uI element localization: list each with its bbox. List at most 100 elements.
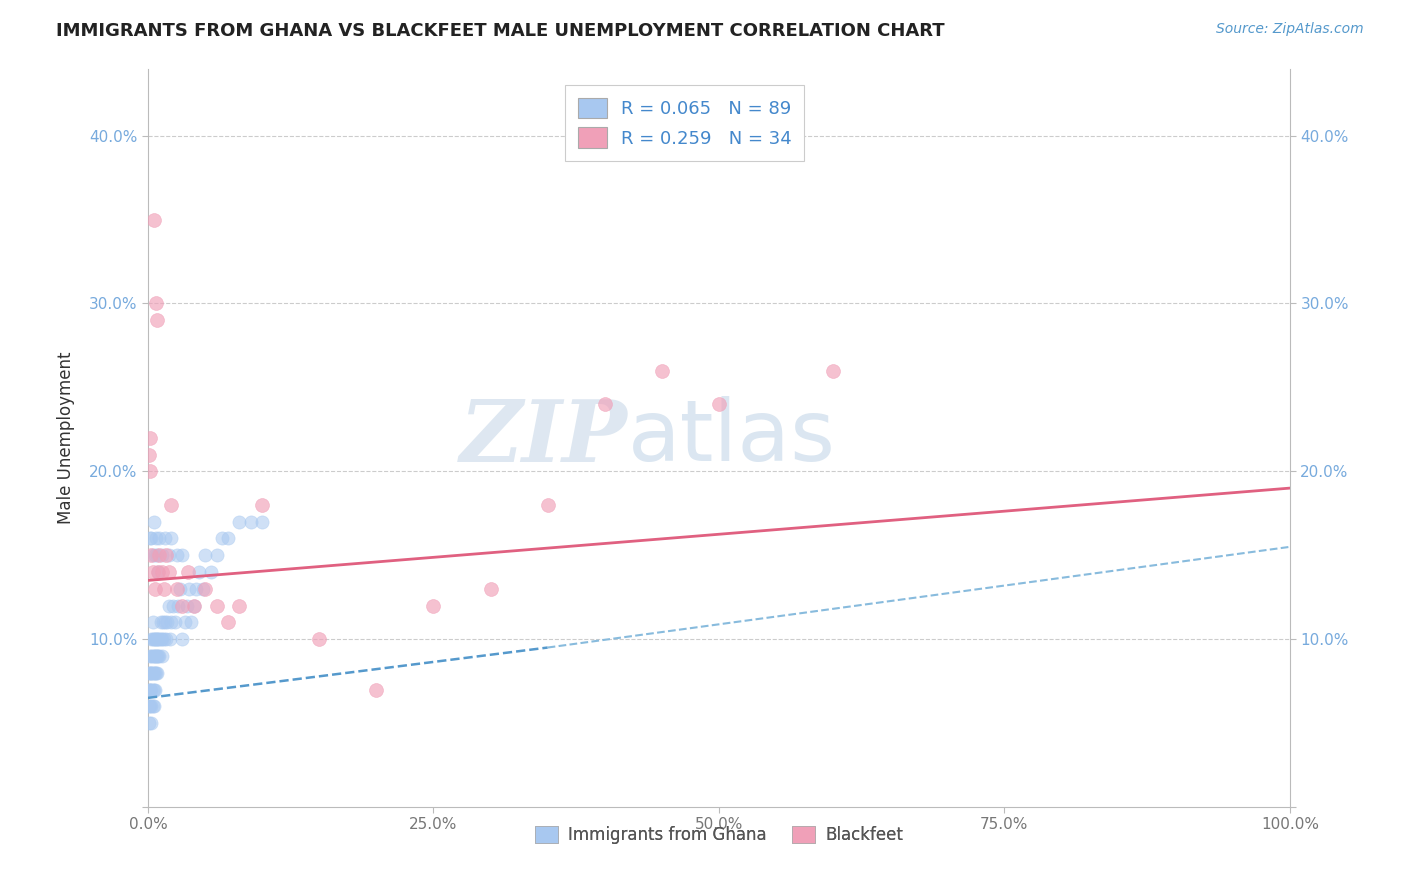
Point — [183, 599, 205, 613]
Point — [183, 599, 205, 613]
Point — [177, 565, 200, 579]
Point — [184, 582, 207, 596]
Point — [166, 599, 188, 613]
Point — [141, 648, 163, 663]
Point — [146, 632, 169, 647]
Point — [146, 313, 169, 327]
Point — [149, 632, 172, 647]
Point — [191, 582, 214, 596]
Legend: Immigrants from Ghana, Blackfeet: Immigrants from Ghana, Blackfeet — [529, 819, 910, 850]
Point — [142, 699, 165, 714]
Point — [211, 532, 233, 546]
Point — [142, 648, 165, 663]
Point — [823, 363, 845, 377]
Point — [139, 682, 162, 697]
Point — [142, 632, 165, 647]
Point — [165, 615, 187, 630]
Point — [146, 648, 169, 663]
Point — [138, 682, 160, 697]
Point — [153, 582, 176, 596]
Point — [250, 515, 273, 529]
Point — [142, 699, 165, 714]
Point — [142, 648, 165, 663]
Point — [138, 716, 160, 731]
Point — [148, 565, 170, 579]
Point — [162, 599, 184, 613]
Point — [139, 648, 162, 663]
Point — [138, 665, 160, 680]
Point — [143, 582, 166, 596]
Point — [142, 515, 165, 529]
Point — [148, 565, 170, 579]
Point — [153, 532, 176, 546]
Point — [143, 632, 166, 647]
Point — [138, 448, 160, 462]
Point — [139, 682, 162, 697]
Point — [651, 363, 673, 377]
Point — [143, 548, 166, 562]
Point — [146, 548, 169, 562]
Point — [148, 632, 170, 647]
Point — [194, 582, 217, 596]
Point — [148, 548, 170, 562]
Point — [143, 682, 166, 697]
Point — [142, 632, 165, 647]
Point — [169, 582, 191, 596]
Point — [139, 699, 162, 714]
Point — [194, 548, 217, 562]
Point — [157, 565, 180, 579]
Point — [145, 648, 167, 663]
Point — [172, 632, 194, 647]
Point — [155, 548, 177, 562]
Point — [308, 632, 330, 647]
Point — [157, 599, 180, 613]
Point — [593, 397, 616, 411]
Text: ZIP: ZIP — [460, 396, 627, 480]
Point — [141, 632, 163, 647]
Point — [150, 648, 173, 663]
Point — [142, 615, 165, 630]
Point — [155, 632, 177, 647]
Point — [153, 632, 176, 647]
Point — [150, 548, 173, 562]
Point — [180, 615, 202, 630]
Point — [149, 615, 172, 630]
Point — [228, 515, 250, 529]
Point — [159, 632, 181, 647]
Point — [166, 548, 188, 562]
Point — [148, 648, 170, 663]
Point — [139, 665, 162, 680]
Point — [177, 582, 200, 596]
Point — [159, 615, 181, 630]
Point — [188, 565, 211, 579]
Point — [142, 682, 165, 697]
Y-axis label: Male Unemployment: Male Unemployment — [58, 351, 75, 524]
Point — [139, 464, 162, 478]
Point — [141, 682, 163, 697]
Point — [141, 665, 163, 680]
Point — [148, 532, 170, 546]
Point — [200, 565, 222, 579]
Point — [152, 615, 174, 630]
Text: atlas: atlas — [627, 396, 835, 479]
Point — [422, 599, 444, 613]
Point — [205, 548, 228, 562]
Point — [145, 632, 167, 647]
Point — [142, 682, 165, 697]
Point — [139, 431, 162, 445]
Point — [148, 632, 170, 647]
Point — [142, 548, 165, 562]
Point — [145, 532, 167, 546]
Point — [142, 212, 165, 227]
Point — [141, 532, 163, 546]
Point — [250, 498, 273, 512]
Point — [239, 515, 262, 529]
Point — [145, 296, 167, 310]
Point — [143, 665, 166, 680]
Point — [141, 699, 163, 714]
Point — [146, 665, 169, 680]
Point — [172, 599, 194, 613]
Point — [153, 615, 176, 630]
Point — [217, 615, 239, 630]
Point — [217, 532, 239, 546]
